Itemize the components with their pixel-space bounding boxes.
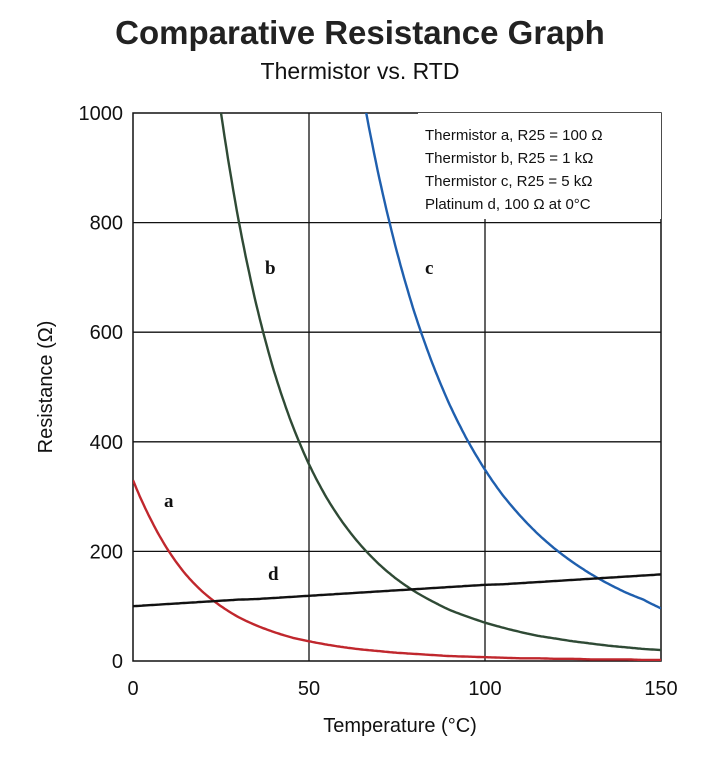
curve-label-b: b [265, 258, 276, 279]
y-tick-label: 400 [90, 432, 123, 454]
legend-entry-a: Thermistor a, R25 = 100 Ω [425, 127, 603, 144]
curve-label-a: a [164, 491, 174, 512]
x-tick-label: 150 [644, 678, 677, 700]
legend: Thermistor a, R25 = 100 Ω Thermistor b, … [425, 127, 603, 213]
y-tick-label: 800 [90, 213, 123, 235]
y-tick-label: 0 [112, 651, 123, 673]
y-tick-label: 1000 [79, 103, 124, 125]
x-axis-label: Temperature (°C) [323, 715, 477, 737]
y-tick-label: 200 [90, 541, 123, 563]
y-tick-label: 600 [90, 322, 123, 344]
series-line-c [365, 113, 661, 610]
x-tick-label: 50 [298, 678, 320, 700]
chart-subtitle: Thermistor vs. RTD [260, 58, 460, 84]
legend-entry-c: Thermistor c, R25 = 5 kΩ [425, 173, 593, 190]
legend-box [418, 113, 661, 219]
x-tick-label: 100 [468, 678, 501, 700]
x-tick-label: 0 [127, 678, 138, 700]
legend-entry-b: Thermistor b, R25 = 1 kΩ [425, 150, 593, 167]
y-axis-label: Resistance (Ω) [35, 321, 57, 454]
series-line-b [219, 113, 661, 652]
series-line-d [133, 573, 661, 608]
legend-entry-d: Platinum d, 100 Ω at 0°C [425, 196, 591, 213]
chart-title: Comparative Resistance Graph [115, 14, 605, 51]
curve-label-c: c [425, 258, 433, 279]
curve-label-d: d [268, 564, 279, 585]
series-line-a [133, 479, 661, 661]
